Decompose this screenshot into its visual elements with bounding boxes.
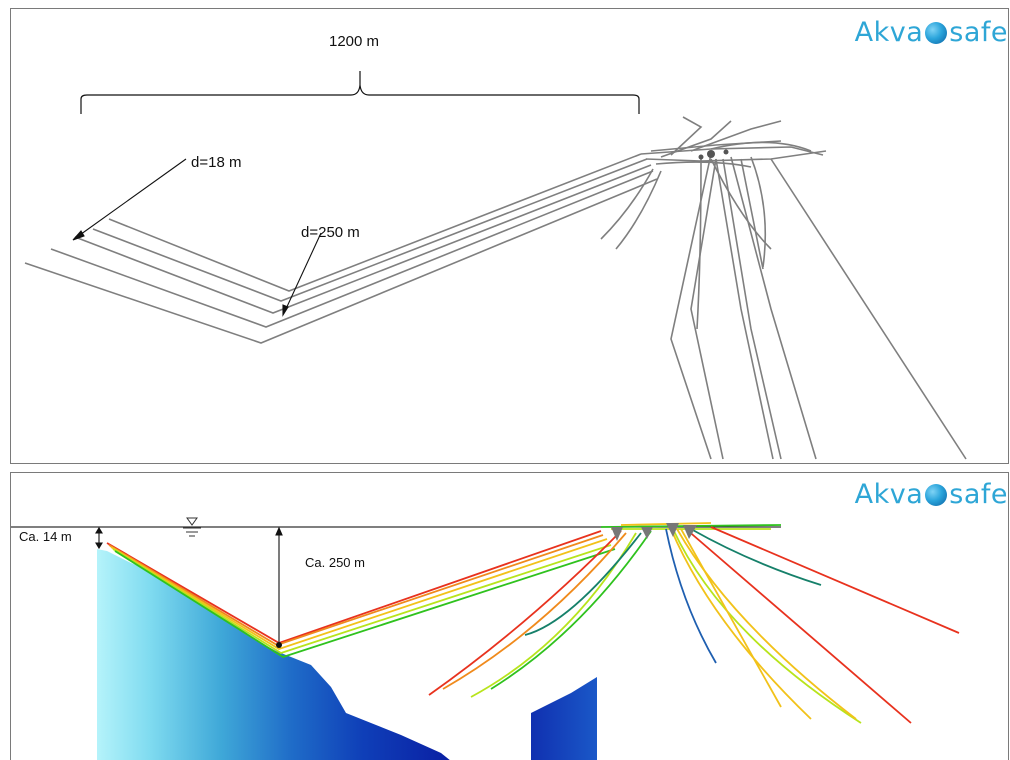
seabed-ridge [531,677,597,760]
top-panel-plan-view: Akva safe [10,8,1009,464]
depth-dimension-arrows [95,526,283,643]
seabed-terrain [97,549,450,760]
farm-cluster-marks [698,149,729,160]
bottom-panel-section-view: Akva safe [10,472,1009,760]
globe-icon [925,483,948,506]
max-depth-label: Ca. 250 m [305,555,365,570]
mooring-section-drawing [11,517,960,760]
deep-depth-label: d=250 m [301,224,360,241]
line-junction-point [276,642,282,648]
shallow-depth-label: d=18 m [191,154,242,171]
globe-icon [925,21,948,44]
logo-text-akva: Akva [854,17,924,48]
span-brace [80,71,640,114]
logo-text-safe: safe [949,479,1008,510]
farm-cluster-marks [611,523,697,541]
logo-text-akva: Akva [854,479,924,510]
surface-depth-label: Ca. 14 m [19,529,72,544]
mooring-lines [24,116,967,460]
akvasafe-logo: Akva safe [855,17,1008,48]
logo-text-safe: safe [949,17,1008,48]
mooring-plan-drawing [24,71,967,460]
akvasafe-logo: Akva safe [855,479,1008,510]
span-length-label: 1200 m [329,33,380,50]
depth-pointer-arrows [72,158,322,317]
water-level-icon [183,517,201,537]
mooring-lines-colored [106,522,960,724]
